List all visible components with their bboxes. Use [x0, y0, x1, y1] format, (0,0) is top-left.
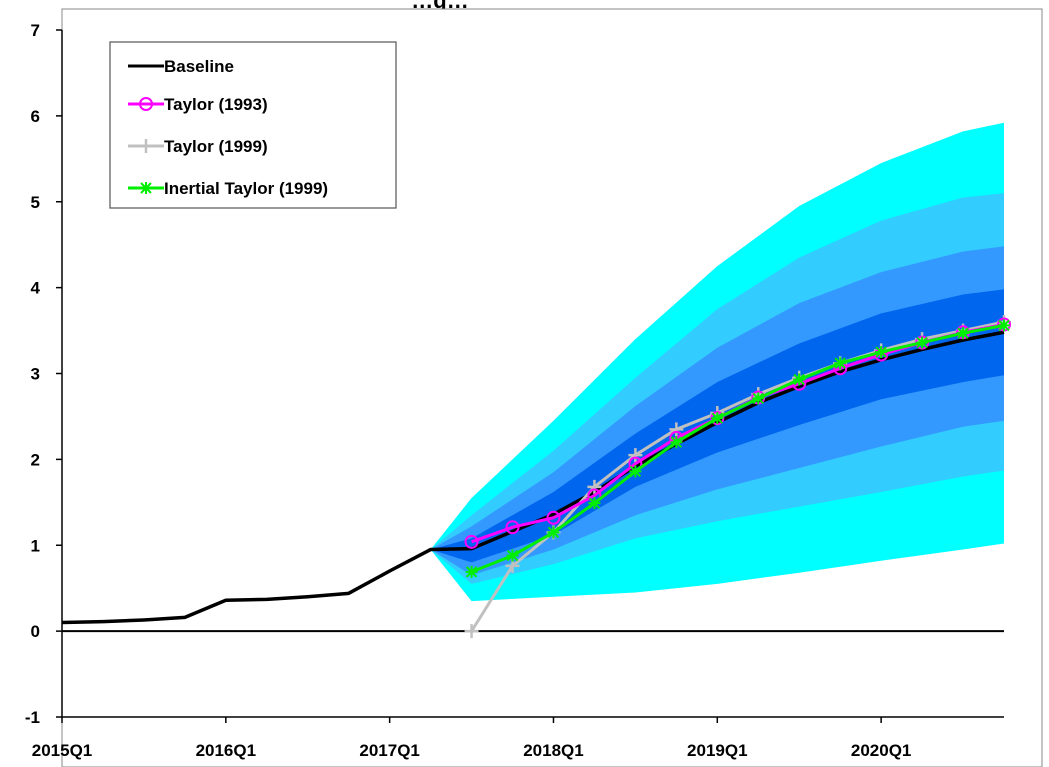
series-3-point: [588, 497, 601, 510]
y-tick-label: 5: [31, 193, 40, 212]
series-3-point: [793, 373, 806, 386]
y-tick-label: -1: [25, 708, 40, 727]
legend-label-3: Inertial Taylor (1999): [164, 179, 328, 198]
x-tick-label: 2017Q1: [359, 741, 420, 760]
series-3-point: [711, 412, 724, 425]
series-group: [61, 314, 1011, 639]
y-tick-label: 1: [31, 536, 40, 555]
y-tick-label: 7: [31, 21, 40, 40]
series-2-point: [628, 448, 643, 463]
series-3-point: [875, 346, 888, 359]
series-3-point: [629, 465, 642, 478]
series-line-3: [471, 323, 1005, 574]
legend-marker-1: [139, 97, 153, 111]
x-tick-label: 2016Q1: [196, 741, 257, 760]
y-tick-label: 4: [31, 279, 41, 298]
series-1-point: [464, 534, 479, 549]
series-3-point: [465, 565, 478, 578]
y-tick-label: 2: [31, 450, 40, 469]
legend-label-1: Taylor (1993): [164, 95, 268, 114]
series-3-point: [752, 392, 765, 405]
series-3-point: [957, 327, 970, 340]
series-2-point: [464, 624, 479, 639]
legend-label-0: Baseline: [164, 57, 234, 76]
series-1-point: [505, 520, 520, 535]
axes: -1 0 1 2 3 4 5 6 7 2015Q1 2016Q1 2017Q1 2018Q1 2019Q1…: [25, 21, 1004, 760]
legend-marker-2: [139, 139, 153, 153]
series-2-point: [587, 479, 602, 494]
series-2-point: [669, 422, 684, 437]
series-3-point: [998, 319, 1010, 332]
series-3-point: [834, 357, 847, 370]
series-1-point: [546, 510, 561, 525]
series-3-point: [506, 549, 519, 562]
x-tick-label: 2015Q1: [32, 741, 93, 760]
series-line-2: [470, 320, 1005, 632]
y-tick-label: 0: [31, 622, 40, 641]
y-tick-label: 3: [31, 365, 40, 384]
series-3-point: [916, 336, 929, 349]
series-3-point: [670, 436, 683, 449]
x-tick-label: 2018Q1: [523, 741, 584, 760]
series-3-point: [547, 526, 560, 539]
legend-box: [109, 41, 397, 209]
legend-label-2: Taylor (1999): [164, 137, 268, 156]
x-tick-label: 2020Q1: [851, 741, 912, 760]
legend: Baseline Taylor (1993) Taylor (1999) Inerti…: [109, 41, 397, 209]
legend-marker-3: [140, 182, 152, 194]
x-tick-label: 2019Q1: [687, 741, 748, 760]
y-tick-label: 6: [31, 107, 40, 126]
